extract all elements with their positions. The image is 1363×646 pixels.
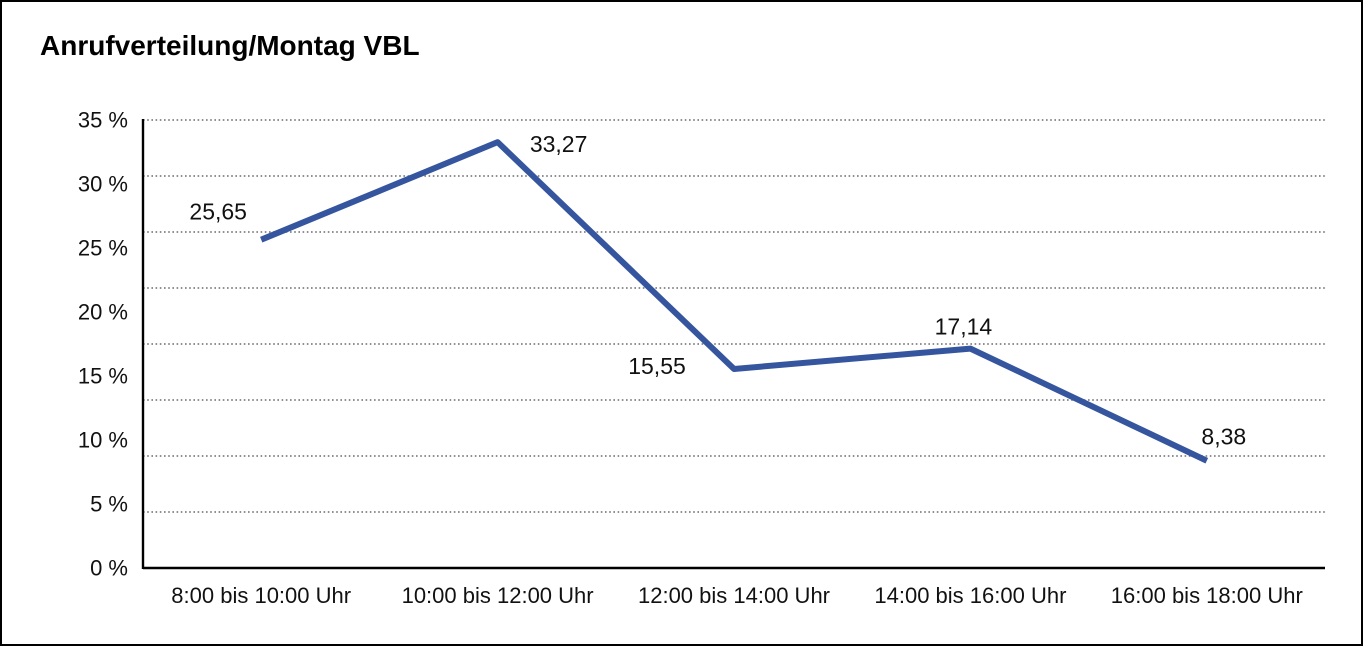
data-value-label: 17,14 [935, 314, 993, 340]
y-tick-label: 15 % [78, 364, 128, 389]
x-category-label: 10:00 bis 12:00 Uhr [402, 583, 594, 608]
data-value-label: 25,65 [189, 199, 247, 225]
chart-title: Anrufverteilung/Montag VBL [40, 30, 420, 61]
y-tick-label: 20 % [78, 300, 128, 325]
y-tick-label: 10 % [78, 428, 128, 453]
x-category-label: 12:00 bis 14:00 Uhr [638, 583, 830, 608]
y-tick-label: 35 % [78, 108, 128, 133]
data-value-label: 15,55 [628, 353, 686, 379]
y-tick-label: 30 % [78, 172, 128, 197]
y-tick-label: 25 % [78, 236, 128, 261]
y-tick-label: 5 % [90, 492, 128, 517]
data-value-label: 8,38 [1201, 424, 1246, 450]
data-value-label: 33,27 [530, 131, 588, 157]
data-line [260, 139, 1209, 464]
x-category-label: 16:00 bis 18:00 Uhr [1111, 583, 1303, 608]
y-tick-label: 0 % [90, 556, 128, 581]
x-category-label: 14:00 bis 16:00 Uhr [874, 583, 1066, 608]
x-category-label: 8:00 bis 10:00 Uhr [171, 583, 351, 608]
